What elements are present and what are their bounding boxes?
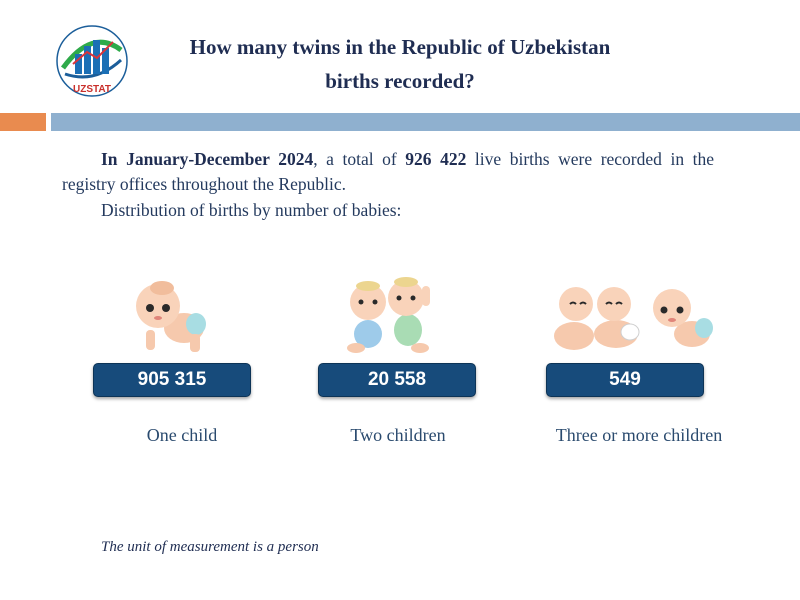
- page-title: How many twins in the Republic of Uzbeki…: [130, 30, 670, 98]
- accent-band-blue: [51, 113, 800, 131]
- title-line-1: How many twins in the Republic of Uzbeki…: [189, 35, 611, 59]
- intro-period: In January-December 2024: [101, 149, 314, 169]
- intro-paragraph: In January-December 2024, a total of 926…: [62, 147, 714, 197]
- distribution-label: Distribution of births by number of babi…: [101, 200, 402, 220]
- intro-total: 926 422: [405, 149, 467, 169]
- title-line-2: births recorded?: [325, 69, 475, 93]
- label-one-child: One child: [146, 425, 218, 445]
- uzstat-logo: UZSTAT: [56, 25, 128, 97]
- value-badge-one-child: 905 315: [93, 363, 251, 397]
- label-two-children: Two children: [350, 425, 446, 445]
- label-three-or-more: Three or more children: [555, 425, 723, 445]
- value-badge-three-or-more: 549: [546, 363, 704, 397]
- accent-band-orange: [0, 113, 46, 131]
- one-baby-illustration: [136, 281, 206, 352]
- intro-text-1: , a total of: [313, 149, 406, 169]
- unit-note: The unit of measurement is a person: [101, 539, 319, 555]
- svg-text:UZSTAT: UZSTAT: [73, 84, 111, 95]
- twins-illustration: [347, 277, 430, 353]
- triplets-illustration: [554, 287, 713, 350]
- intro-text-2: live births were recorded in the registr…: [62, 149, 715, 194]
- value-badge-two-children: 20 558: [318, 363, 476, 397]
